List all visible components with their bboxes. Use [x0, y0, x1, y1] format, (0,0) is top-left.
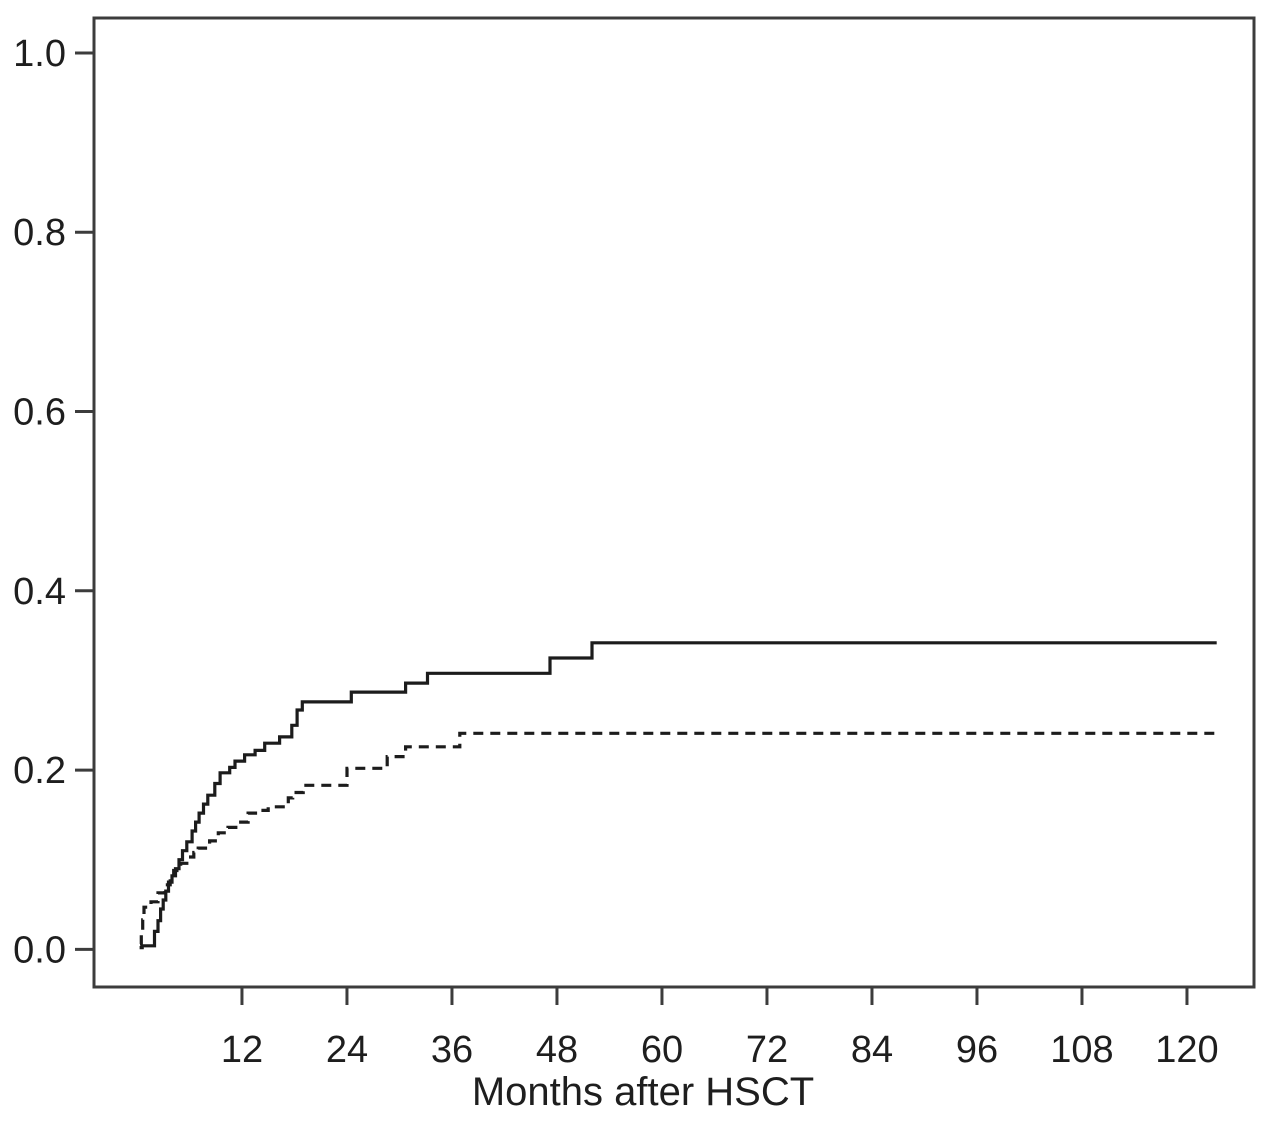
y-axis: 0.0 0.2 0.4 0.6 0.8 1.0 — [13, 33, 94, 971]
y-tick-label: 0.6 — [13, 392, 66, 434]
x-tick-label: 24 — [326, 1029, 368, 1071]
x-tick-label: 108 — [1050, 1029, 1113, 1071]
series-lines — [139, 641, 1217, 950]
dashed-series-line — [139, 731, 1217, 946]
x-tick-label: 72 — [746, 1029, 788, 1071]
plot-frame — [92, 16, 1256, 989]
x-tick-label: 60 — [641, 1029, 683, 1071]
y-tick-label: 0.8 — [13, 212, 66, 254]
x-axis-title: Months after HSCT — [472, 1070, 814, 1114]
x-tick-label: 36 — [431, 1029, 473, 1071]
x-axis: 12 24 36 48 60 72 84 96 108 120 — [221, 987, 1219, 1071]
x-tick-label: 96 — [956, 1029, 998, 1071]
y-tick-label: 0.0 — [13, 929, 66, 971]
x-tick-label: 48 — [536, 1029, 578, 1071]
y-tick-label: 0.4 — [13, 571, 66, 613]
y-tick-label: 0.2 — [13, 750, 66, 792]
y-tick-label: 1.0 — [13, 33, 66, 75]
x-tick-label: 120 — [1155, 1029, 1218, 1071]
x-tick-label: 84 — [851, 1029, 893, 1071]
solid-series-line — [139, 641, 1217, 950]
x-tick-label: 12 — [221, 1029, 263, 1071]
